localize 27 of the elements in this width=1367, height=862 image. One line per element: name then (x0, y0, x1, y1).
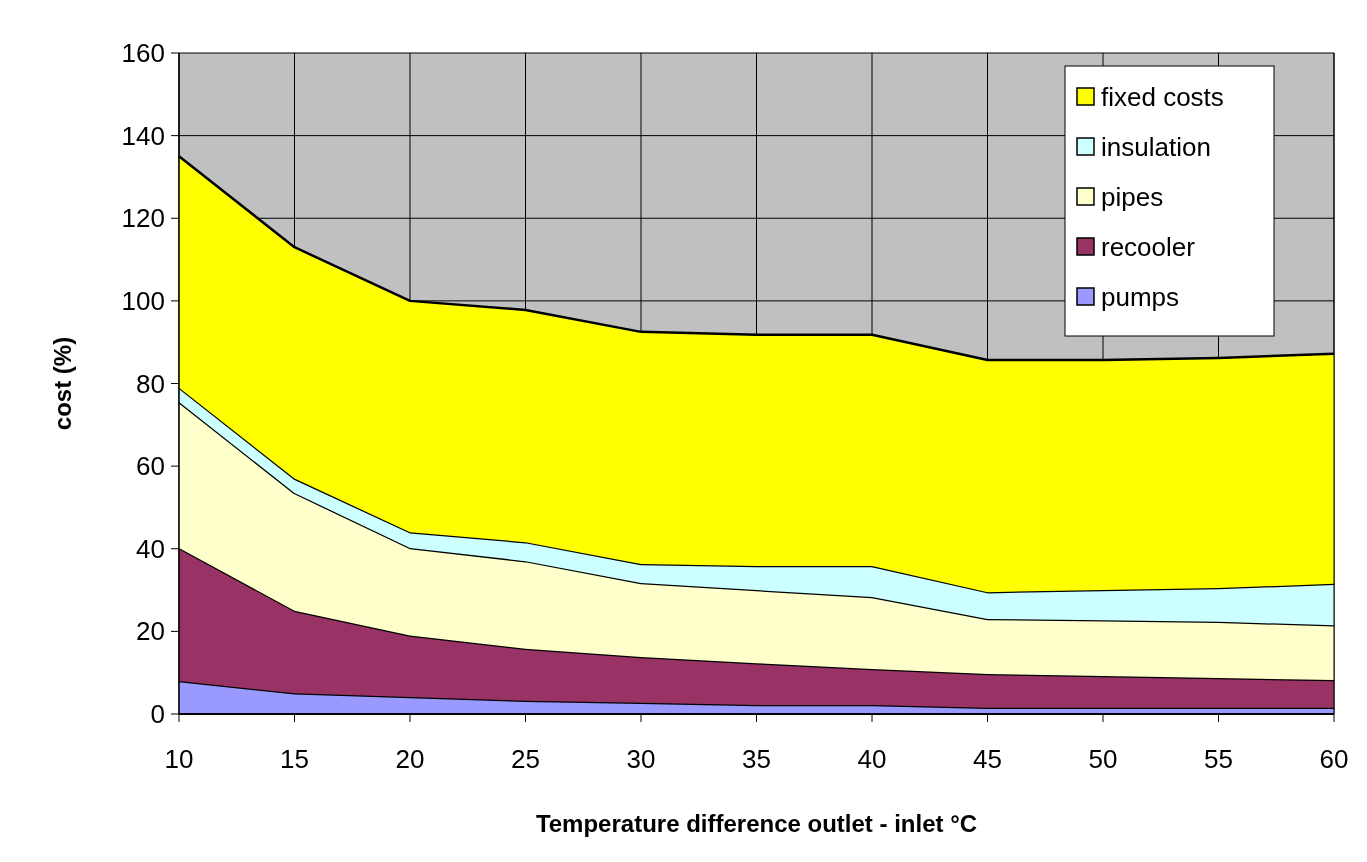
y-tick-label: 0 (150, 699, 165, 730)
x-tick-label: 15 (280, 744, 309, 774)
x-tick-label: 40 (857, 744, 887, 774)
legend-label: insulation (1101, 132, 1211, 163)
legend-label: pumps (1101, 282, 1180, 313)
x-tick-label: 50 (1088, 744, 1118, 774)
x-tick-label: 55 (1204, 744, 1233, 774)
x-tick-label: 20 (395, 744, 425, 774)
y-tick-label: 60 (136, 451, 165, 482)
x-axis-title: Temperature difference outlet - inlet °C (535, 810, 978, 837)
x-tick-label: 60 (1319, 744, 1349, 774)
x-tick-label: 25 (511, 744, 540, 774)
legend-label: pipes (1101, 182, 1164, 213)
y-tick-label: 40 (136, 533, 165, 564)
y-tick-label: 160 (121, 38, 165, 69)
y-tick-label: 80 (136, 368, 165, 399)
x-tick-label: 35 (742, 744, 771, 774)
y-tick-label: 20 (136, 616, 165, 647)
y-tick-label: 120 (121, 203, 165, 234)
y-tick-label: 100 (121, 285, 165, 316)
x-tick-label: 45 (973, 744, 1002, 774)
y-axis-title: cost (%) (49, 336, 76, 431)
x-tick-label: 30 (626, 744, 656, 774)
legend-label: fixed costs (1101, 82, 1224, 113)
y-tick-label: 140 (121, 120, 165, 151)
legend-label: recooler (1101, 232, 1196, 263)
x-tick-label: 10 (164, 744, 194, 774)
